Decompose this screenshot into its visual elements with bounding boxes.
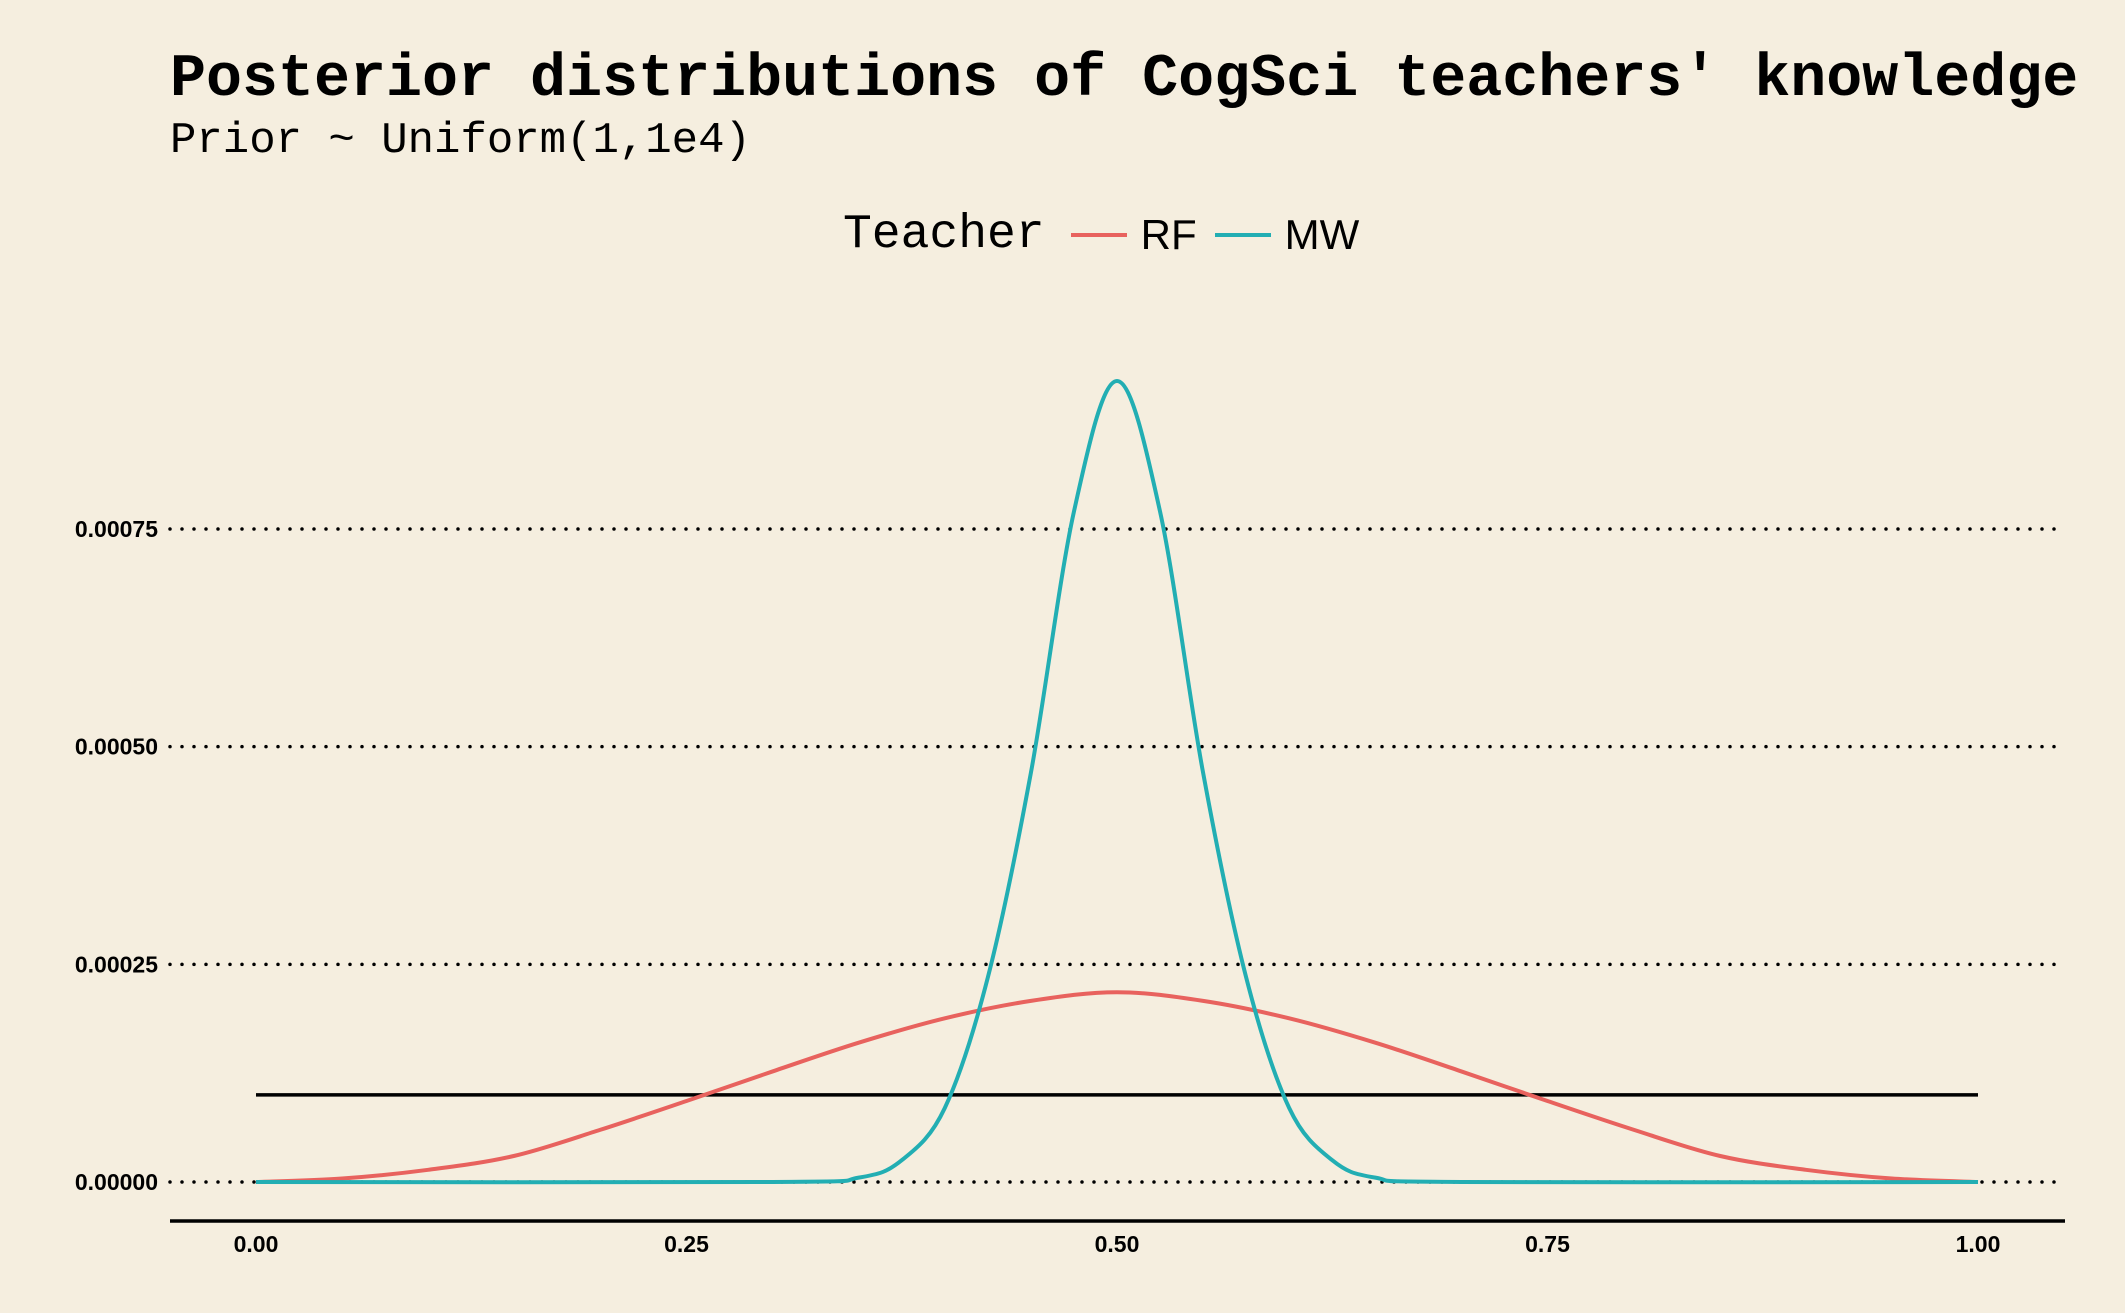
chart-subtitle: Prior ~ Uniform(1,1e4): [170, 116, 751, 166]
legend-key-rf: [1070, 233, 1127, 237]
x-tick-label: 0.25: [664, 1231, 709, 1257]
series-line-mw: [255, 378, 1979, 1185]
legend-label-mw: MW: [1284, 211, 1360, 258]
x-tick-label: 0.00: [234, 1231, 279, 1257]
x-tick-label: 1.00: [1956, 1231, 2001, 1257]
series-line-rf: [255, 990, 1979, 1184]
legend-label-rf: RF: [1140, 211, 1197, 258]
legend-title: Teacher: [843, 208, 1045, 262]
y-tick-label: 0.00075: [75, 516, 158, 542]
x-tick-label: 0.75: [1525, 1231, 1570, 1257]
legend: Teacher RF MW: [843, 205, 1377, 265]
x-tick-label: 0.50: [1095, 1231, 1140, 1257]
y-tick-label: 0.00050: [75, 734, 158, 760]
legend-key-mw: [1214, 233, 1271, 237]
y-tick-label: 0.00000: [75, 1169, 158, 1195]
legend-item-mw: MW: [1214, 211, 1360, 259]
y-tick-label: 0.00025: [75, 951, 158, 977]
legend-item-rf: RF: [1070, 211, 1197, 259]
chart-title: Posterior distributions of CogSci teache…: [170, 46, 2079, 114]
